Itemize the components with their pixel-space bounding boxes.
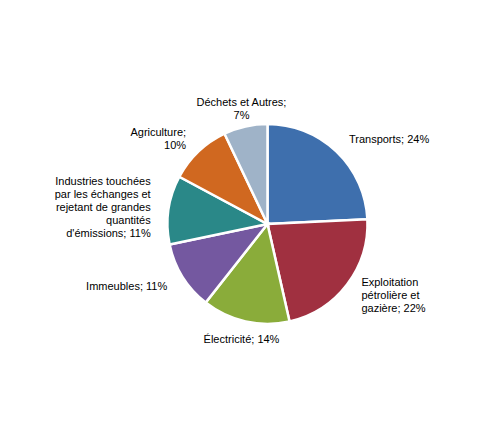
svg-text:Immeubles; 11%: Immeubles; 11% <box>86 280 167 292</box>
svg-text:Déchets et Autres;7%: Déchets et Autres;7% <box>197 96 287 121</box>
svg-text:Transports; 24%: Transports; 24% <box>349 133 430 145</box>
svg-text:Industries touchéespar les éch: Industries touchéespar les échanges etre… <box>55 175 152 239</box>
svg-text:Agriculture;10%: Agriculture;10% <box>130 126 186 151</box>
svg-text:Électricité; 14%: Électricité; 14% <box>204 333 280 345</box>
svg-text:Exploitationpétrolière etgaziè: Exploitationpétrolière etgazière; 22% <box>361 276 425 314</box>
